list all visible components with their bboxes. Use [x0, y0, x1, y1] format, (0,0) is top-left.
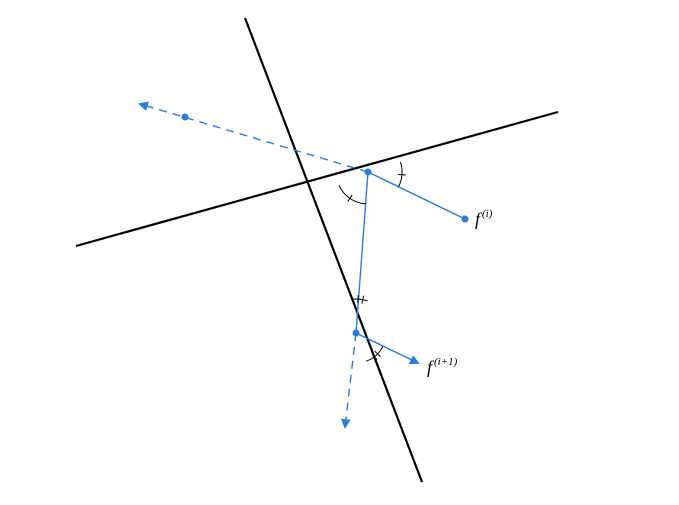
- label-f-i: f(i): [475, 208, 493, 229]
- label-f-i-plus-1: f(i+1): [427, 356, 458, 377]
- dashed-down-line: [345, 333, 356, 427]
- segment-p2-to-fi1: [356, 333, 418, 363]
- segment-fi-to-p1: [368, 172, 465, 219]
- segment-p1-to-p2: [356, 172, 368, 333]
- dashed-reflection-line: [140, 104, 368, 172]
- angle-arc-a_mid_upper: [353, 299, 368, 301]
- line1: [76, 112, 558, 246]
- tick-mark: [398, 174, 406, 175]
- line2: [245, 18, 422, 482]
- tick-mark: [348, 195, 353, 202]
- point-P1: [365, 169, 372, 176]
- angle-arc-a_top_left: [339, 186, 366, 204]
- point-f_i: [462, 216, 469, 223]
- point-P2: [353, 330, 360, 337]
- point-mirror_point: [182, 114, 189, 121]
